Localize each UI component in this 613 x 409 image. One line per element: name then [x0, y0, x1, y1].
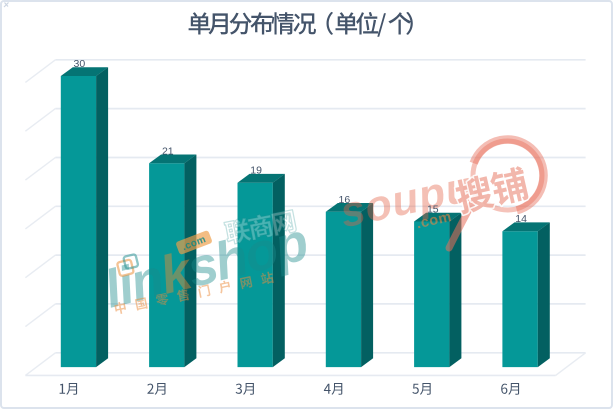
svg-text:21: 21	[162, 145, 174, 157]
svg-text:.com: .com	[415, 209, 453, 232]
svg-text:30: 30	[74, 58, 86, 70]
svg-text:15: 15	[427, 204, 439, 216]
svg-text:16: 16	[339, 194, 351, 206]
svg-text:19: 19	[250, 165, 262, 177]
svg-text:14: 14	[515, 213, 527, 225]
